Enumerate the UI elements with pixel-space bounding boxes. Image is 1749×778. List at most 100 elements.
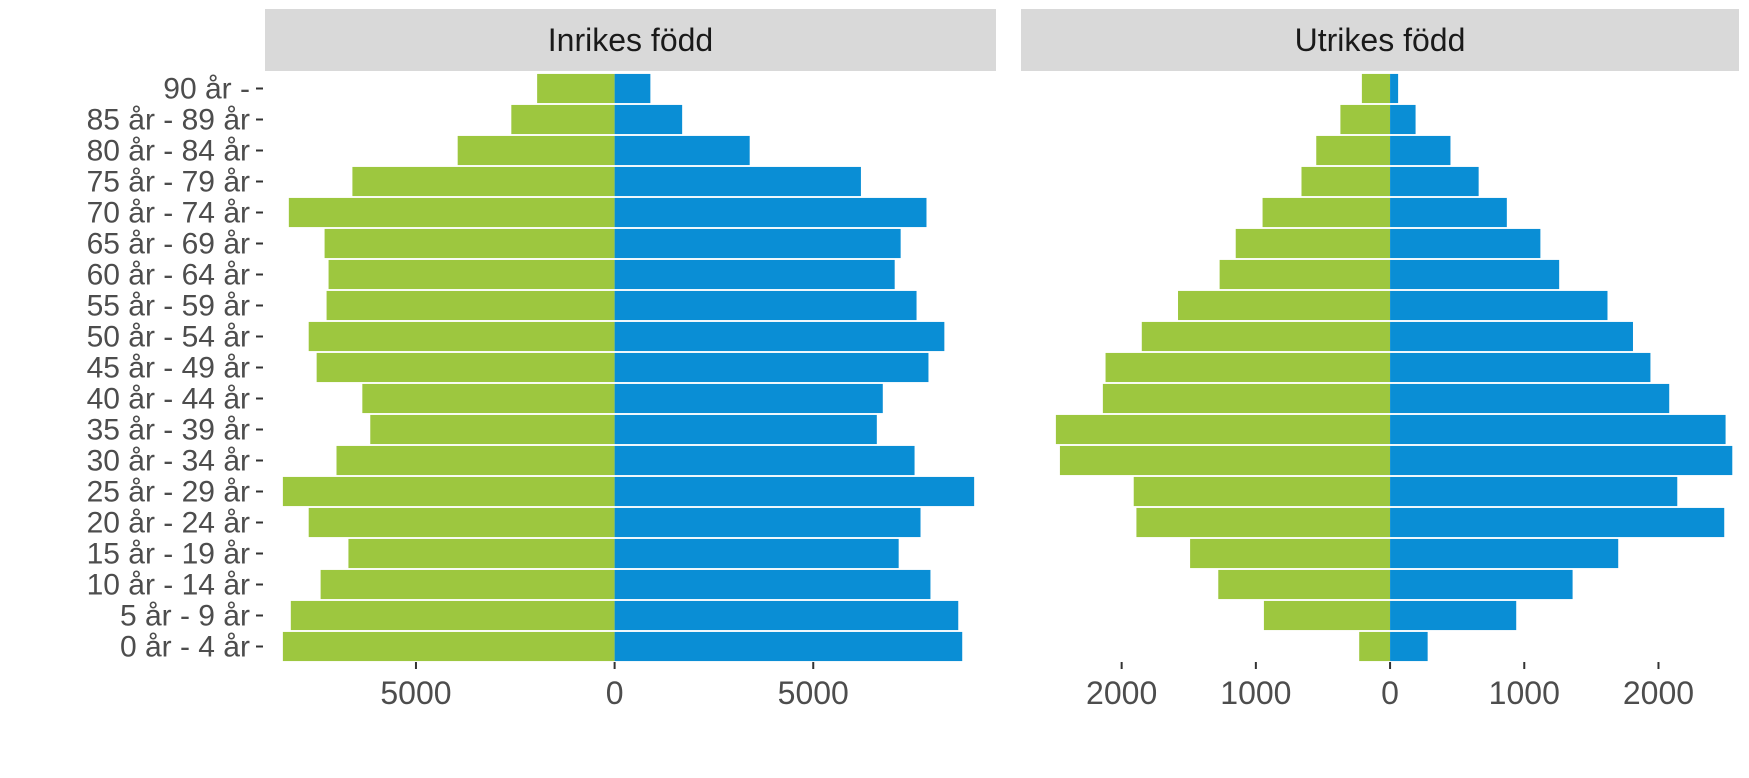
- bar-utrikes-fodd-left-40-ar-44-ar: [1102, 383, 1391, 414]
- bar-inrikes-fodd-right-35-ar-39-ar: [614, 414, 877, 445]
- bar-inrikes-fodd-left-35-ar-39-ar: [370, 414, 615, 445]
- bar-inrikes-fodd-right-20-ar-24-ar: [614, 507, 921, 538]
- bar-utrikes-fodd-left-80-ar-84-ar: [1316, 135, 1391, 166]
- facet-strip-inrikes-fodd: [265, 9, 996, 71]
- bar-utrikes-fodd-right-65-ar-69-ar: [1390, 228, 1541, 259]
- y-tick-label-35-ar-39-ar: 35 år - 39 år: [87, 414, 250, 447]
- bar-inrikes-fodd-left-20-ar-24-ar: [308, 507, 615, 538]
- bar-utrikes-fodd-left-35-ar-39-ar: [1055, 414, 1391, 445]
- bar-utrikes-fodd-right-90-ar: [1390, 73, 1399, 104]
- bar-inrikes-fodd-left-60-ar-64-ar: [328, 259, 615, 290]
- bar-inrikes-fodd-left-85-ar-89-ar: [511, 104, 615, 135]
- bar-utrikes-fodd-right-80-ar-84-ar: [1390, 135, 1451, 166]
- bar-inrikes-fodd-left-40-ar-44-ar: [362, 383, 615, 414]
- bar-inrikes-fodd-right-80-ar-84-ar: [614, 135, 750, 166]
- bar-inrikes-fodd-right-40-ar-44-ar: [614, 383, 883, 414]
- y-tick-label-50-ar-54-ar: 50 år - 54 år: [87, 321, 250, 354]
- bar-inrikes-fodd-right-90-ar: [614, 73, 651, 104]
- bar-inrikes-fodd-right-45-ar-49-ar: [614, 352, 929, 383]
- bar-utrikes-fodd-left-90-ar: [1361, 73, 1391, 104]
- bar-inrikes-fodd-right-25-ar-29-ar: [614, 476, 975, 507]
- x-tick-label-utrikes-fodd-1: 1000: [1220, 675, 1291, 711]
- bar-inrikes-fodd-left-75-ar-79-ar: [352, 166, 615, 197]
- bar-utrikes-fodd-left-85-ar-89-ar: [1340, 104, 1391, 135]
- bar-inrikes-fodd-right-70-ar-74-ar: [614, 197, 927, 228]
- bar-inrikes-fodd-left-50-ar-54-ar: [308, 321, 615, 352]
- bar-inrikes-fodd-right-10-ar-14-ar: [614, 569, 931, 600]
- bar-utrikes-fodd-right-15-ar-19-ar: [1390, 538, 1619, 569]
- bar-inrikes-fodd-right-85-ar-89-ar: [614, 104, 683, 135]
- panel-utrikes-fodd: Utrikes född 2000 1000 0 1000 2000: [1021, 9, 1739, 711]
- bar-utrikes-fodd-right-5-ar-9-ar: [1390, 600, 1517, 631]
- bar-utrikes-fodd-right-45-ar-49-ar: [1390, 352, 1651, 383]
- bar-utrikes-fodd-left-0-ar-4-ar: [1359, 631, 1391, 662]
- bar-utrikes-fodd-left-70-ar-74-ar: [1262, 197, 1391, 228]
- y-tick-label-55-ar-59-ar: 55 år - 59 år: [87, 290, 250, 323]
- bar-inrikes-fodd-left-80-ar-84-ar: [457, 135, 615, 166]
- y-tick-label-60-ar-64-ar: 60 år - 64 år: [87, 259, 250, 292]
- panel-inrikes-fodd: Inrikes född 5000 0 5000: [265, 9, 996, 711]
- bar-inrikes-fodd-left-15-ar-19-ar: [348, 538, 615, 569]
- x-tick-label-utrikes-fodd-0: 2000: [1086, 675, 1157, 711]
- y-tick-label-90-ar: 90 år -: [163, 73, 250, 106]
- y-tick-label-70-ar-74-ar: 70 år - 74 år: [87, 197, 250, 230]
- bar-utrikes-fodd-left-5-ar-9-ar: [1263, 600, 1391, 631]
- y-tick-label-65-ar-69-ar: 65 år - 69 år: [87, 228, 250, 261]
- bar-inrikes-fodd-left-55-ar-59-ar: [326, 290, 615, 321]
- bar-inrikes-fodd-left-70-ar-74-ar: [288, 197, 615, 228]
- bar-utrikes-fodd-right-75-ar-79-ar: [1390, 166, 1479, 197]
- y-tick-label-85-ar-89-ar: 85 år - 89 år: [87, 104, 250, 137]
- y-tick-label-75-ar-79-ar: 75 år - 79 år: [87, 166, 250, 199]
- x-tick-label-inrikes-fodd-0: 5000: [380, 675, 451, 711]
- bar-utrikes-fodd-right-40-ar-44-ar: [1390, 383, 1670, 414]
- bar-utrikes-fodd-left-30-ar-34-ar: [1059, 445, 1391, 476]
- bar-utrikes-fodd-right-60-ar-64-ar: [1390, 259, 1560, 290]
- bar-inrikes-fodd-left-90-ar: [537, 73, 615, 104]
- bar-utrikes-fodd-left-60-ar-64-ar: [1219, 259, 1391, 290]
- bar-utrikes-fodd-right-0-ar-4-ar: [1390, 631, 1428, 662]
- bar-utrikes-fodd-right-20-ar-24-ar: [1390, 507, 1725, 538]
- bar-inrikes-fodd-right-55-ar-59-ar: [614, 290, 917, 321]
- bar-inrikes-fodd-left-25-ar-29-ar: [282, 476, 615, 507]
- bar-utrikes-fodd-left-20-ar-24-ar: [1136, 507, 1391, 538]
- x-tick-label-utrikes-fodd-4: 2000: [1623, 675, 1694, 711]
- facet-label-utrikes-fodd: Utrikes född: [1295, 22, 1466, 58]
- bar-utrikes-fodd-left-50-ar-54-ar: [1141, 321, 1391, 352]
- y-tick-label-45-ar-49-ar: 45 år - 49 år: [87, 352, 250, 385]
- bar-utrikes-fodd-right-10-ar-14-ar: [1390, 569, 1573, 600]
- bar-utrikes-fodd-left-55-ar-59-ar: [1178, 290, 1391, 321]
- bar-utrikes-fodd-left-25-ar-29-ar: [1133, 476, 1391, 507]
- bar-inrikes-fodd-left-0-ar-4-ar: [282, 631, 615, 662]
- y-tick-label-0-ar-4-ar: 0 år - 4 år: [120, 631, 250, 664]
- y-tick-label-20-ar-24-ar: 20 år - 24 år: [87, 507, 250, 540]
- facet-strip-utrikes-fodd: [1021, 9, 1739, 71]
- y-tick-label-80-ar-84-ar: 80 år - 84 år: [87, 135, 250, 168]
- bar-inrikes-fodd-left-30-ar-34-ar: [336, 445, 615, 476]
- bar-inrikes-fodd-right-0-ar-4-ar: [614, 631, 963, 662]
- facet-label-inrikes-fodd: Inrikes född: [548, 22, 713, 58]
- bar-inrikes-fodd-left-10-ar-14-ar: [320, 569, 615, 600]
- bar-inrikes-fodd-right-75-ar-79-ar: [614, 166, 861, 197]
- y-tick-label-25-ar-29-ar: 25 år - 29 år: [87, 476, 250, 509]
- bar-inrikes-fodd-left-45-ar-49-ar: [316, 352, 615, 383]
- bar-utrikes-fodd-right-25-ar-29-ar: [1390, 476, 1678, 507]
- bar-inrikes-fodd-right-60-ar-64-ar: [614, 259, 895, 290]
- bar-utrikes-fodd-right-70-ar-74-ar: [1390, 197, 1507, 228]
- bar-inrikes-fodd-right-5-ar-9-ar: [614, 600, 959, 631]
- bar-utrikes-fodd-right-30-ar-34-ar: [1390, 445, 1733, 476]
- y-tick-label-40-ar-44-ar: 40 år - 44 år: [87, 383, 250, 416]
- bar-utrikes-fodd-left-15-ar-19-ar: [1190, 538, 1391, 569]
- x-tick-label-inrikes-fodd-1: 0: [606, 675, 624, 711]
- y-tick-label-30-ar-34-ar: 30 år - 34 år: [87, 445, 250, 478]
- bar-utrikes-fodd-right-35-ar-39-ar: [1390, 414, 1726, 445]
- x-tick-label-utrikes-fodd-3: 1000: [1489, 675, 1560, 711]
- bar-utrikes-fodd-left-75-ar-79-ar: [1301, 166, 1391, 197]
- bar-inrikes-fodd-right-30-ar-34-ar: [614, 445, 915, 476]
- bar-utrikes-fodd-right-50-ar-54-ar: [1390, 321, 1633, 352]
- bar-inrikes-fodd-right-15-ar-19-ar: [614, 538, 899, 569]
- x-tick-label-utrikes-fodd-2: 0: [1381, 675, 1399, 711]
- bar-inrikes-fodd-left-5-ar-9-ar: [290, 600, 615, 631]
- y-tick-label-15-ar-19-ar: 15 år - 19 år: [87, 538, 250, 571]
